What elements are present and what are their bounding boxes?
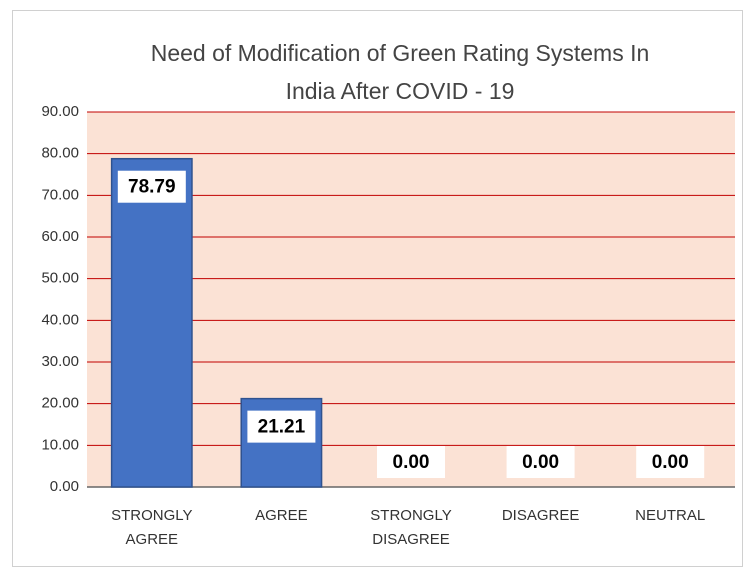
y-tick-label: 40.00	[41, 311, 79, 328]
y-tick-label: 20.00	[41, 395, 79, 412]
chart-frame	[12, 10, 743, 567]
y-tick-label: 80.00	[41, 145, 79, 162]
bar	[110, 157, 193, 488]
y-tick-label: 90.00	[41, 103, 79, 120]
data-label: 78.79	[128, 177, 176, 198]
chart-title: Need of Modification of Green Rating Sys…	[150, 40, 650, 104]
y-tick-label: 60.00	[41, 228, 79, 245]
data-label: 0.00	[522, 452, 559, 473]
data-label-box	[636, 446, 705, 478]
x-tick-label: NEUTRAL	[635, 507, 706, 524]
y-tick-label: 10.00	[41, 436, 79, 453]
data-label: 0.00	[652, 452, 689, 473]
data-label-box	[506, 446, 575, 478]
x-tick-label: STRONGLY DISAGREE	[370, 507, 452, 548]
data-label-box	[117, 170, 186, 203]
data-label-box	[247, 410, 316, 443]
y-tick-label: 50.00	[41, 270, 79, 287]
x-tick-label: STRONGLY AGREE	[111, 507, 193, 548]
y-tick-label: 70.00	[41, 186, 79, 203]
data-label-box	[377, 446, 445, 478]
y-tick-label: 30.00	[41, 353, 79, 370]
x-tick-label: DISAGREE	[501, 507, 580, 524]
data-label: 0.00	[393, 452, 430, 473]
data-label: 21.21	[258, 417, 306, 438]
plot-area	[87, 112, 735, 487]
x-tick-label: AGREE	[255, 507, 308, 524]
y-tick-label: 0.00	[50, 478, 79, 495]
